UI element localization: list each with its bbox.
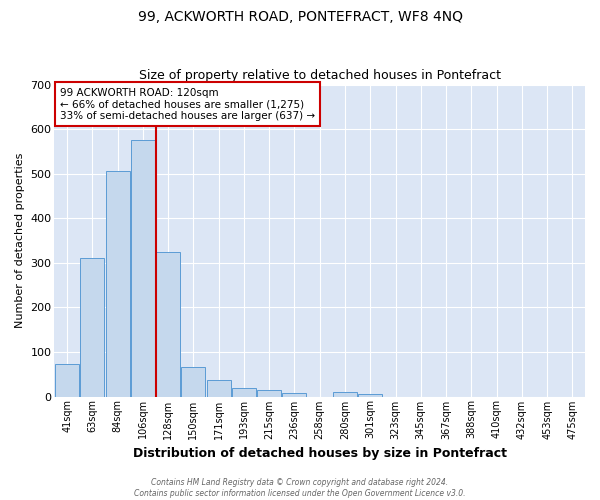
Bar [206, 380, 230, 396]
Bar [156, 252, 180, 396]
Bar [232, 388, 256, 396]
Text: 99 ACKWORTH ROAD: 120sqm
← 66% of detached houses are smaller (1,275)
33% of sem: 99 ACKWORTH ROAD: 120sqm ← 66% of detach… [60, 88, 315, 121]
Text: 99, ACKWORTH ROAD, PONTEFRACT, WF8 4NQ: 99, ACKWORTH ROAD, PONTEFRACT, WF8 4NQ [137, 10, 463, 24]
Bar [131, 140, 155, 396]
Bar [80, 258, 104, 396]
Bar [283, 393, 307, 396]
Bar [358, 394, 382, 396]
Y-axis label: Number of detached properties: Number of detached properties [15, 153, 25, 328]
Bar [333, 392, 357, 396]
Bar [257, 390, 281, 396]
Title: Size of property relative to detached houses in Pontefract: Size of property relative to detached ho… [139, 69, 501, 82]
Bar [55, 364, 79, 396]
Bar [106, 172, 130, 396]
X-axis label: Distribution of detached houses by size in Pontefract: Distribution of detached houses by size … [133, 447, 507, 460]
Text: Contains HM Land Registry data © Crown copyright and database right 2024.
Contai: Contains HM Land Registry data © Crown c… [134, 478, 466, 498]
Bar [181, 366, 205, 396]
